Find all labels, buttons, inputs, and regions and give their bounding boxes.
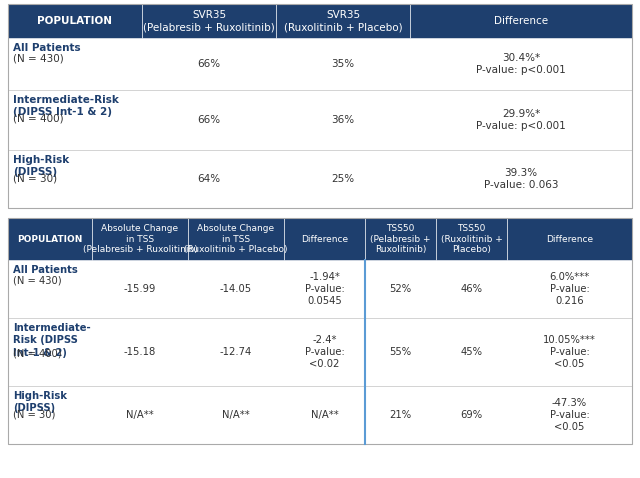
Text: 36%: 36% [332, 115, 355, 125]
Text: (N = 400): (N = 400) [13, 114, 63, 124]
Text: High-Risk
(DIPSS): High-Risk (DIPSS) [13, 155, 69, 177]
Text: Absolute Change
in TSS
(Ruxolitinib + Placebo): Absolute Change in TSS (Ruxolitinib + Pl… [184, 224, 288, 254]
Text: (N = 400): (N = 400) [13, 348, 61, 358]
Text: Difference: Difference [301, 235, 348, 243]
Bar [8, 318, 92, 386]
Text: TSS50
(Pelabresib +
Ruxolitinib): TSS50 (Pelabresib + Ruxolitinib) [371, 224, 431, 254]
Bar [276, 38, 410, 90]
Bar [8, 4, 632, 208]
Text: High-Risk
(DIPSS): High-Risk (DIPSS) [13, 391, 67, 413]
Bar [92, 218, 188, 260]
Bar [365, 318, 436, 386]
Bar [8, 260, 92, 318]
Bar [436, 318, 507, 386]
Text: 55%: 55% [389, 347, 412, 357]
Bar [92, 386, 188, 444]
Text: (N = 430): (N = 430) [13, 54, 64, 64]
Bar [8, 90, 142, 150]
Text: (N = 430): (N = 430) [13, 275, 61, 285]
Text: 64%: 64% [197, 174, 221, 184]
Text: All Patients: All Patients [13, 265, 77, 275]
Text: N/A**: N/A** [126, 410, 154, 420]
Text: -1.94*
P-value:
0.0545: -1.94* P-value: 0.0545 [305, 272, 344, 306]
Bar [410, 38, 632, 90]
Text: 6.0%***
P-value:
0.216: 6.0%*** P-value: 0.216 [549, 272, 589, 306]
Bar [284, 218, 365, 260]
Bar [142, 150, 276, 208]
Text: All Patients: All Patients [13, 43, 81, 53]
Bar [410, 90, 632, 150]
Bar [92, 260, 188, 318]
Bar [507, 260, 632, 318]
Text: POPULATION: POPULATION [38, 16, 113, 26]
Bar [188, 318, 284, 386]
Text: 35%: 35% [332, 59, 355, 69]
Bar [142, 38, 276, 90]
Text: (N = 30): (N = 30) [13, 174, 57, 184]
Text: 29.9%*
P-value: p<0.001: 29.9%* P-value: p<0.001 [476, 109, 566, 131]
Bar [365, 386, 436, 444]
Text: 45%: 45% [461, 347, 483, 357]
Bar [276, 90, 410, 150]
Bar [8, 386, 92, 444]
Bar [365, 260, 436, 318]
Text: Intermediate-
Risk (DIPSS
Int-1 & 2): Intermediate- Risk (DIPSS Int-1 & 2) [13, 323, 91, 358]
Text: -15.18: -15.18 [124, 347, 156, 357]
Text: Difference: Difference [494, 16, 548, 26]
Bar [142, 4, 276, 38]
Text: Intermediate-Risk
(DIPSS Int-1 & 2): Intermediate-Risk (DIPSS Int-1 & 2) [13, 95, 119, 118]
Text: (N = 30): (N = 30) [13, 409, 56, 419]
Bar [365, 218, 436, 260]
Text: SVR35
(Pelabresib + Ruxolitinib): SVR35 (Pelabresib + Ruxolitinib) [143, 10, 275, 32]
Bar [188, 386, 284, 444]
Bar [410, 150, 632, 208]
Text: Absolute Change
in TSS
(Pelabresib + Ruxolitinib): Absolute Change in TSS (Pelabresib + Rux… [83, 224, 197, 254]
Bar [507, 218, 632, 260]
Bar [188, 260, 284, 318]
Text: 52%: 52% [389, 284, 412, 294]
Text: 69%: 69% [460, 410, 483, 420]
Bar [507, 318, 632, 386]
Text: SVR35
(Ruxolitinib + Placebo): SVR35 (Ruxolitinib + Placebo) [284, 10, 403, 32]
Bar [276, 4, 410, 38]
Bar [284, 260, 365, 318]
Text: -15.99: -15.99 [124, 284, 156, 294]
Bar [188, 218, 284, 260]
Bar [410, 4, 632, 38]
Text: 66%: 66% [197, 115, 221, 125]
Bar [436, 218, 507, 260]
Text: -12.74: -12.74 [220, 347, 252, 357]
Text: Difference: Difference [546, 235, 593, 243]
Bar [276, 150, 410, 208]
Text: 39.3%
P-value: 0.063: 39.3% P-value: 0.063 [484, 168, 558, 190]
Bar [284, 318, 365, 386]
Bar [507, 386, 632, 444]
Text: 66%: 66% [197, 59, 221, 69]
Bar [8, 218, 92, 260]
Bar [284, 386, 365, 444]
Bar [8, 218, 632, 444]
Text: TSS50
(Ruxolitinib +
Placebo): TSS50 (Ruxolitinib + Placebo) [440, 224, 502, 254]
Text: 25%: 25% [332, 174, 355, 184]
Bar [92, 318, 188, 386]
Bar [436, 260, 507, 318]
Bar [8, 38, 142, 90]
Text: POPULATION: POPULATION [17, 235, 83, 243]
Text: -14.05: -14.05 [220, 284, 252, 294]
Text: 30.4%*
P-value: p<0.001: 30.4%* P-value: p<0.001 [476, 53, 566, 75]
Text: 10.05%***
P-value:
<0.05: 10.05%*** P-value: <0.05 [543, 335, 596, 369]
Bar [436, 386, 507, 444]
Text: -2.4*
P-value:
<0.02: -2.4* P-value: <0.02 [305, 335, 344, 369]
Text: N/A**: N/A** [310, 410, 339, 420]
Text: -47.3%
P-value:
<0.05: -47.3% P-value: <0.05 [550, 398, 589, 433]
Bar [8, 150, 142, 208]
Bar [142, 90, 276, 150]
Text: N/A**: N/A** [222, 410, 250, 420]
Text: 21%: 21% [389, 410, 412, 420]
Text: 46%: 46% [461, 284, 483, 294]
Bar [8, 4, 142, 38]
